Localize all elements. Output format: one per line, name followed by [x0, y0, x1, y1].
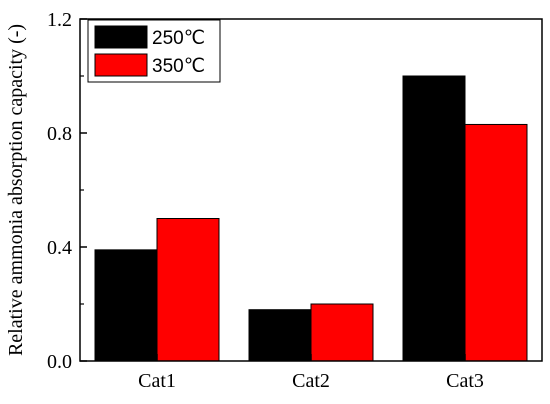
y-tick-label: 1.2	[47, 9, 72, 31]
bar-cat3-series-2	[464, 123, 528, 362]
legend-label-350: 350℃	[152, 56, 205, 77]
bar-cat1-series-1	[94, 249, 158, 362]
legend-swatch-350	[94, 53, 148, 77]
legend: 250℃ 350℃	[87, 19, 221, 83]
y-tick-label: 0.8	[47, 123, 72, 145]
y-tick-label: 0.4	[47, 237, 72, 259]
y-axis: 0.0 0.4 0.8 1.2	[47, 9, 87, 373]
legend-swatch-250	[94, 25, 148, 49]
bar-cat2-series-1	[248, 309, 312, 362]
x-tick-label: Cat1	[138, 370, 176, 392]
bars-group	[94, 75, 528, 362]
legend-label-250: 250℃	[152, 28, 205, 49]
bar-cat1-series-2	[156, 218, 220, 362]
bar-cat2-series-2	[310, 303, 374, 362]
x-tick-label: Cat3	[446, 370, 484, 392]
bar-cat3-series-1	[402, 75, 466, 362]
x-axis: Cat1 Cat2 Cat3	[138, 354, 484, 392]
y-axis-title: Relative ammonia absorption capacity (-)	[5, 24, 27, 356]
x-tick-label: Cat2	[292, 370, 330, 392]
y-tick-label: 0.0	[47, 351, 72, 373]
